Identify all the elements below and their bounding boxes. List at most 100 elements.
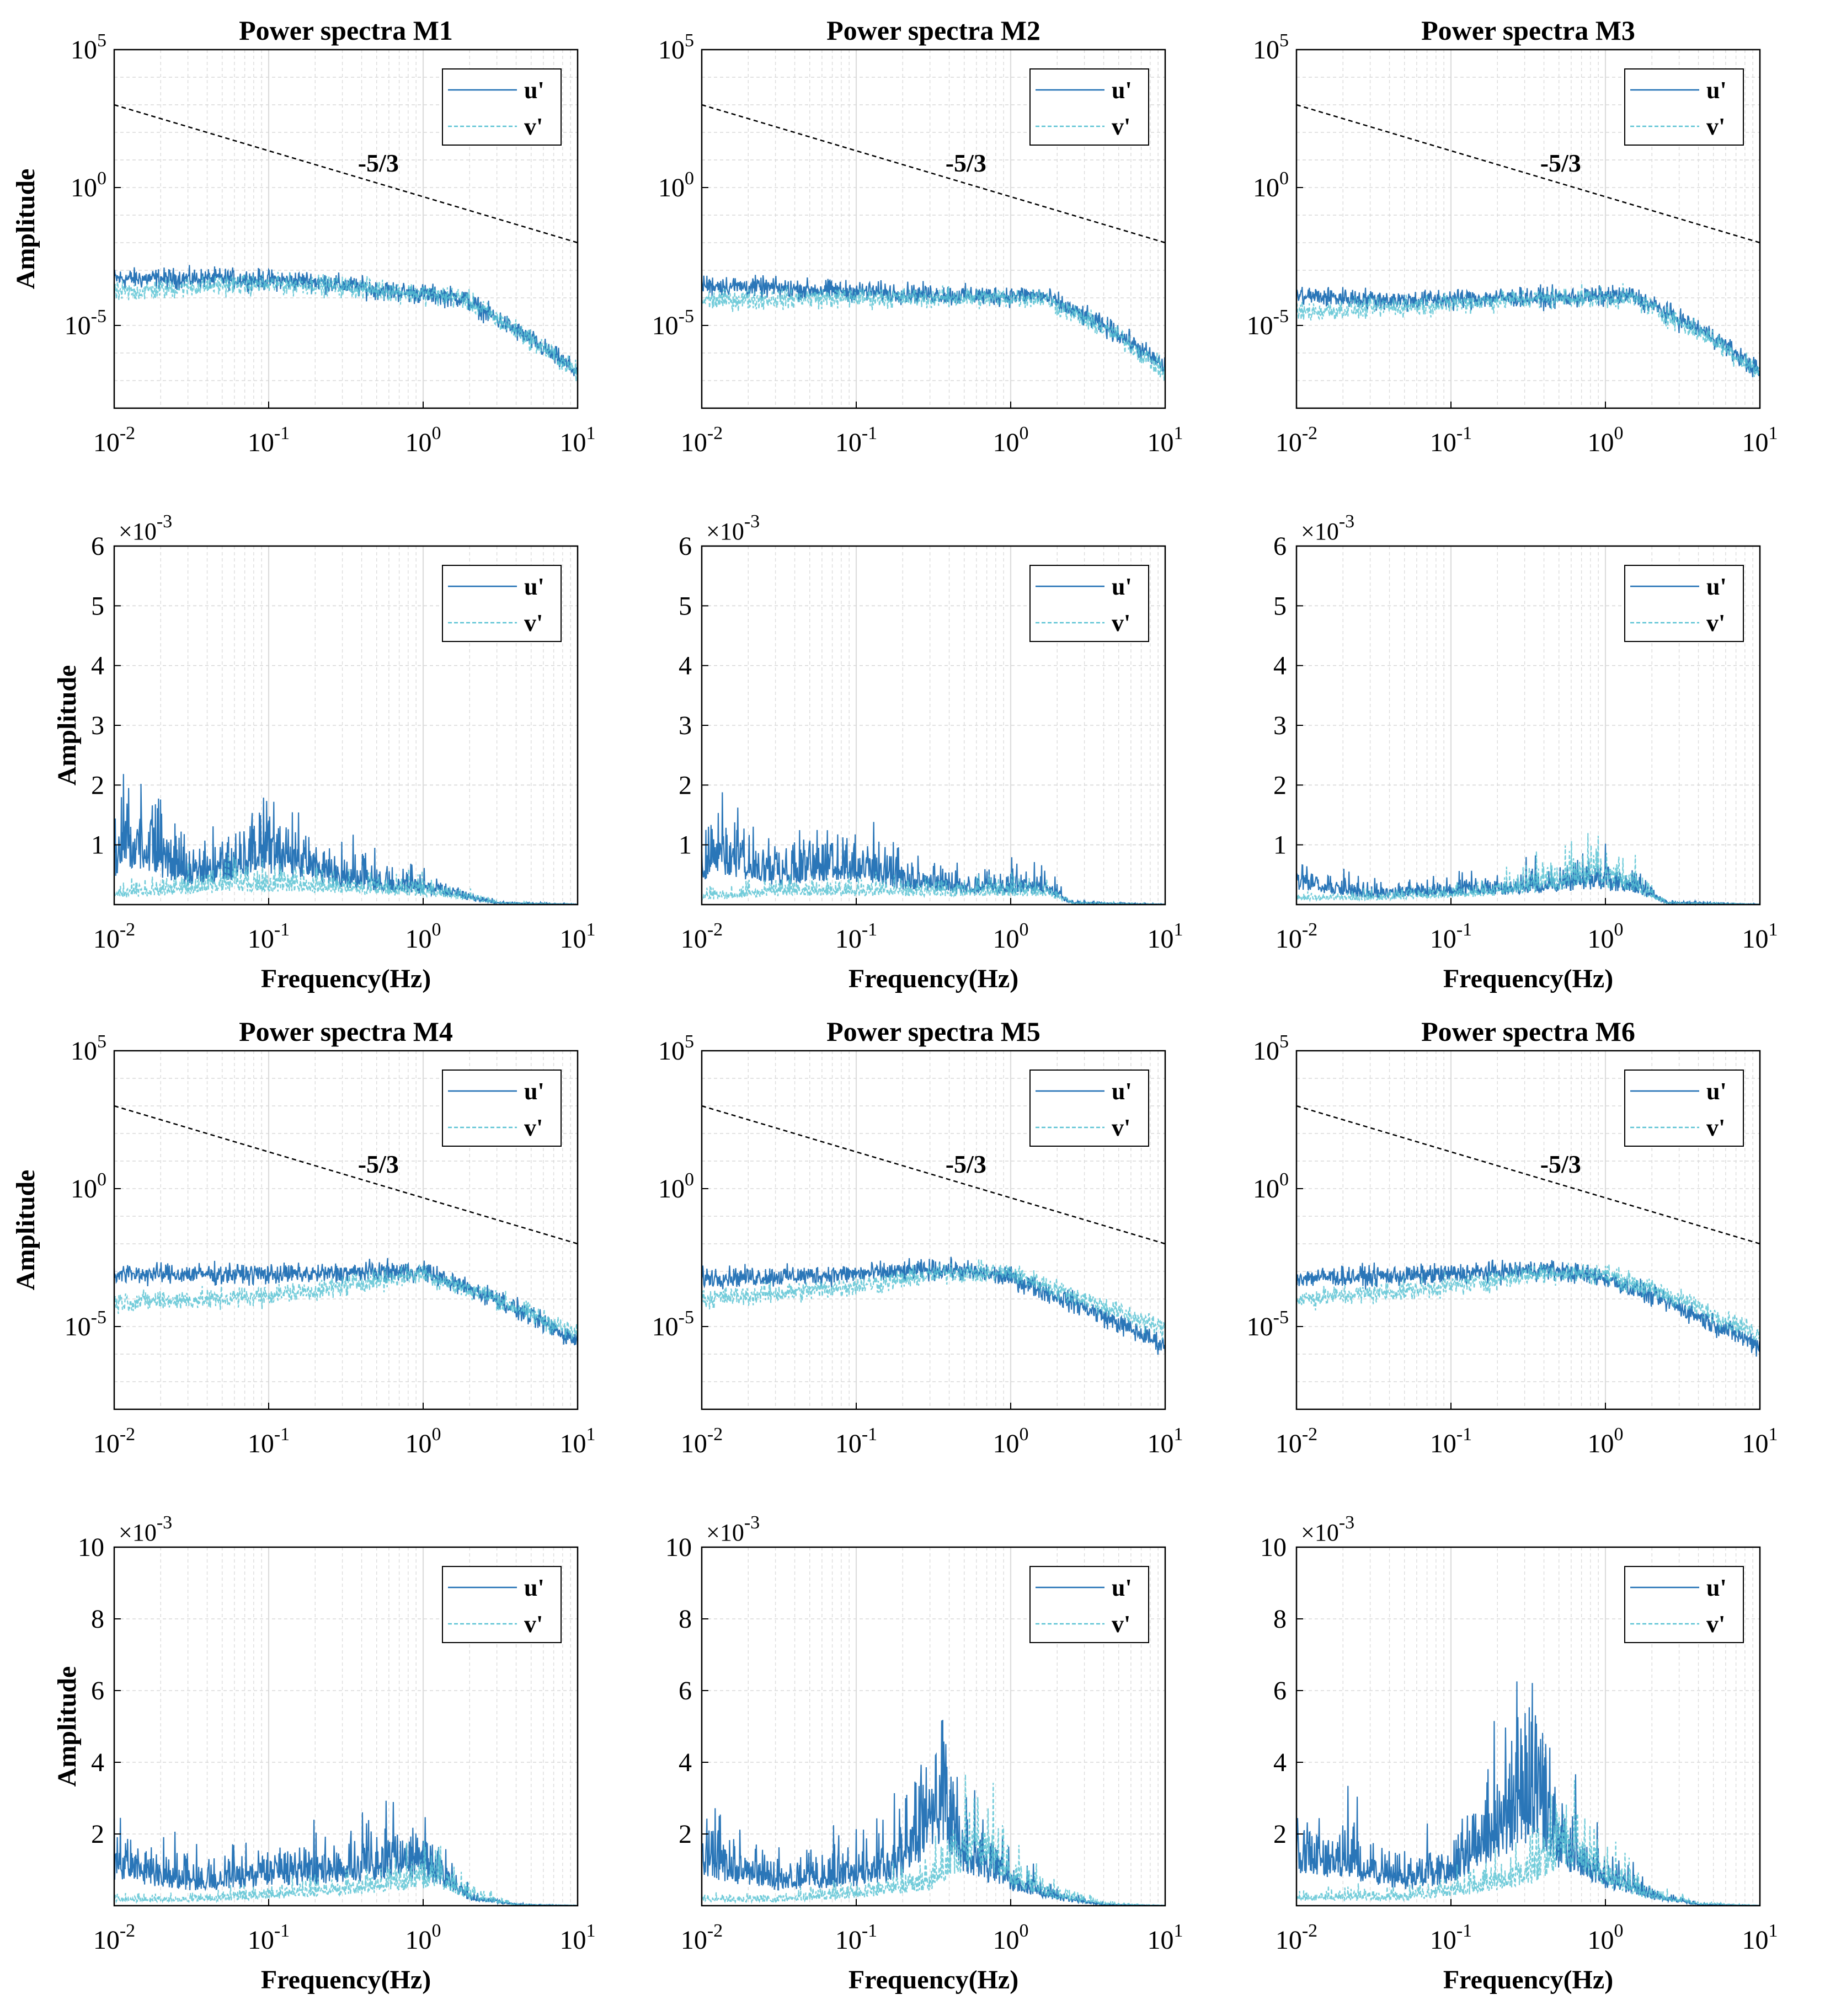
x-axis-label: Frequency(Hz) bbox=[849, 964, 1018, 993]
legend-box bbox=[442, 565, 562, 642]
y-multiplier: ×10-3 bbox=[119, 511, 172, 545]
series-u bbox=[1295, 1259, 1760, 1357]
x-tick-label: 101 bbox=[560, 1424, 596, 1458]
slope-annotation: -5/3 bbox=[1540, 149, 1581, 177]
x-tick-label: 100 bbox=[1588, 1921, 1624, 1955]
y-tick-label: 2 bbox=[91, 1820, 104, 1849]
y-tick-label: 100 bbox=[71, 1169, 106, 1204]
panel-title: Power spectra M4 bbox=[239, 1016, 453, 1047]
legend-box bbox=[442, 1070, 562, 1147]
legend-label: u' bbox=[1112, 77, 1132, 104]
slope-annotation: -5/3 bbox=[358, 1150, 399, 1178]
legend-box bbox=[1624, 1566, 1744, 1643]
series-v bbox=[701, 285, 1166, 381]
legend-label: v' bbox=[1112, 1611, 1130, 1638]
y-axis-label: Amplitude bbox=[52, 665, 82, 786]
series-v bbox=[113, 271, 579, 382]
x-tick-label: 10-2 bbox=[1276, 423, 1317, 457]
x-tick-label: 10-1 bbox=[248, 1424, 290, 1458]
panel-m6-lin: 10-2 10-1 100 101 2 4 6 8 10 ×10-3 Frequency(Hz) u'… bbox=[1260, 1512, 1778, 1994]
axes-box bbox=[113, 1546, 579, 1907]
axes-box bbox=[701, 49, 1166, 409]
y-axis-label: Amplitude bbox=[11, 169, 40, 290]
reference-line bbox=[1296, 1105, 1760, 1245]
x-tick-label: 10-2 bbox=[681, 423, 723, 457]
series-u bbox=[113, 1800, 578, 1907]
x-tick-label: 100 bbox=[405, 919, 441, 954]
y-tick-label: 1 bbox=[679, 831, 692, 860]
panel-m2-lin: 10-2 10-1 100 101 1 2 3 4 5 6 ×10-3 Frequency(Hz) u'… bbox=[679, 511, 1183, 993]
reference-line bbox=[701, 104, 1166, 244]
slope-annotation: -5/3 bbox=[946, 149, 986, 177]
y-tick-label: 105 bbox=[658, 30, 694, 65]
y-tick-label: 10-5 bbox=[652, 1307, 694, 1341]
legend-box bbox=[442, 1566, 562, 1643]
y-tick-label: 6 bbox=[1273, 1676, 1287, 1705]
y-tick-label: 2 bbox=[91, 771, 104, 800]
x-axis-label: Frequency(Hz) bbox=[849, 1965, 1018, 1994]
x-tick-label: 10-2 bbox=[93, 919, 135, 954]
x-tick-label: 10-2 bbox=[93, 423, 135, 457]
x-axis-label: Frequency(Hz) bbox=[261, 1965, 431, 1994]
y-tick-label: 10-5 bbox=[65, 306, 106, 340]
legend-label: u' bbox=[1112, 573, 1132, 600]
panel-m1-log: -5/3 10-2 10-1 100 101 10-5 100 105 Power spectr… bbox=[11, 15, 596, 457]
slope-annotation: -5/3 bbox=[1540, 1150, 1581, 1178]
y-tick-label: 4 bbox=[1273, 1748, 1287, 1777]
x-tick-label: 10-2 bbox=[93, 1921, 135, 1955]
x-tick-label: 10-2 bbox=[681, 1921, 723, 1955]
y-tick-label: 100 bbox=[71, 168, 106, 202]
panel-m5-lin: 10-2 10-1 100 101 2 4 6 8 10 ×10-3 Frequency(Hz) u'… bbox=[665, 1512, 1183, 1994]
y-tick-label: 10 bbox=[78, 1533, 104, 1562]
x-tick-label: 10-2 bbox=[93, 1424, 135, 1458]
series-v bbox=[701, 871, 1166, 906]
legend-label: u' bbox=[1706, 1078, 1727, 1105]
panel-title: Power spectra M3 bbox=[1421, 15, 1635, 46]
panel-m1-lin: 10-2 10-1 100 101 1 2 3 4 5 6 ×10-3 Frequency(Hz) Am… bbox=[52, 511, 596, 993]
series-u bbox=[701, 792, 1166, 906]
y-tick-label: 105 bbox=[71, 1031, 106, 1066]
x-tick-label: 10-1 bbox=[1430, 423, 1472, 457]
panel-title: Power spectra M2 bbox=[826, 15, 1040, 46]
panel-m5-log: -5/3 10-2 10-1 100 101 10-5 100 105 Power spectr… bbox=[652, 1016, 1183, 1458]
y-tick-label: 4 bbox=[1273, 651, 1287, 681]
legend-box bbox=[1029, 1070, 1149, 1147]
legend-box bbox=[1029, 68, 1149, 146]
y-tick-label: 105 bbox=[1253, 1031, 1289, 1066]
y-tick-label: 8 bbox=[679, 1605, 692, 1634]
y-multiplier: ×10-3 bbox=[119, 1512, 172, 1546]
legend-label: v' bbox=[1706, 1611, 1725, 1638]
series-v bbox=[701, 1774, 1166, 1907]
x-tick-label: 100 bbox=[993, 1921, 1029, 1955]
y-tick-label: 6 bbox=[679, 532, 692, 561]
legend-label: v' bbox=[1112, 609, 1130, 637]
y-tick-label: 105 bbox=[1253, 30, 1289, 65]
y-tick-label: 2 bbox=[1273, 1820, 1287, 1849]
x-tick-label: 10-1 bbox=[248, 423, 290, 457]
y-tick-label: 1 bbox=[91, 831, 104, 860]
x-tick-label: 10-2 bbox=[1276, 1921, 1317, 1955]
x-tick-label: 100 bbox=[993, 919, 1029, 954]
panel-m3-lin: 10-2 10-1 100 101 1 2 3 4 5 6 ×10-3 Frequency(Hz) u'… bbox=[1273, 511, 1778, 993]
x-tick-label: 10-1 bbox=[835, 1424, 877, 1458]
panel-m3-log: -5/3 10-2 10-1 100 101 10-5 100 105 Power spectr… bbox=[1247, 15, 1778, 457]
y-tick-label: 100 bbox=[1253, 168, 1289, 202]
reference-line bbox=[114, 1105, 578, 1245]
x-tick-label: 101 bbox=[1742, 919, 1778, 954]
legend-label: v' bbox=[524, 1611, 543, 1638]
y-tick-label: 10-5 bbox=[65, 1307, 106, 1341]
y-tick-label: 5 bbox=[679, 591, 692, 621]
x-tick-label: 100 bbox=[1588, 1424, 1624, 1458]
x-axis-label: Frequency(Hz) bbox=[261, 964, 431, 993]
x-tick-label: 10-1 bbox=[835, 423, 877, 457]
x-tick-label: 100 bbox=[405, 1921, 441, 1955]
series-v bbox=[1295, 833, 1760, 905]
legend-box bbox=[1624, 1070, 1744, 1147]
x-tick-label: 101 bbox=[1742, 1424, 1778, 1458]
axes-box bbox=[1295, 1546, 1761, 1907]
y-tick-label: 5 bbox=[1273, 591, 1287, 621]
series-u bbox=[701, 1256, 1166, 1355]
panel-m4-lin: 10-2 10-1 100 101 2 4 6 8 10 ×10-3 Frequency(Hz) Am… bbox=[52, 1512, 596, 1994]
legend-label: u' bbox=[524, 573, 545, 600]
